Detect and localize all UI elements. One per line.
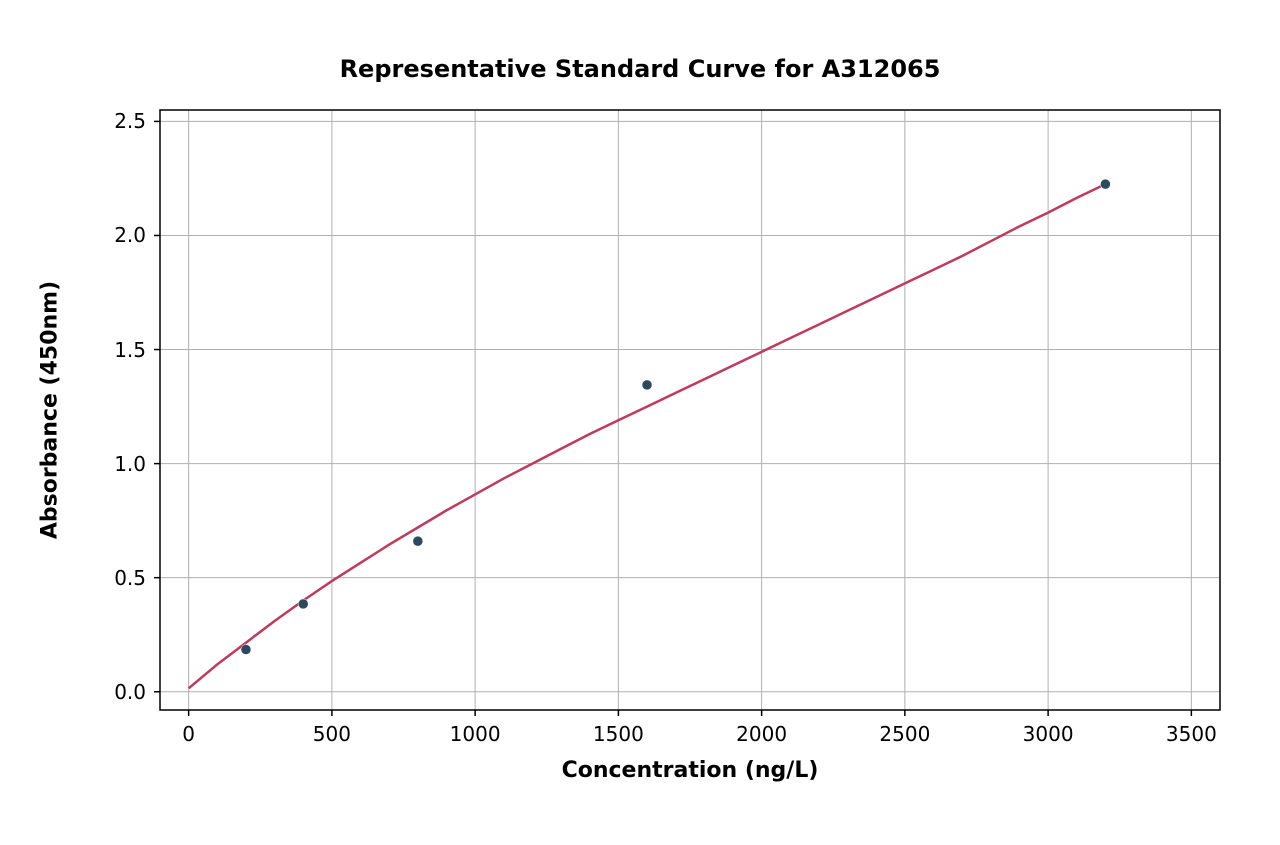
y-tick-label: 2.5 <box>114 109 146 133</box>
x-tick-label: 2000 <box>736 722 787 746</box>
data-point <box>241 645 251 655</box>
y-tick-label: 2.0 <box>114 223 146 247</box>
x-tick-label: 1000 <box>450 722 501 746</box>
x-tick-label: 0 <box>182 722 195 746</box>
chart-container: Representative Standard Curve for A31206… <box>0 0 1280 845</box>
chart-title: Representative Standard Curve for A31206… <box>0 55 1280 83</box>
y-axis-label: Absorbance (450nm) <box>38 281 63 539</box>
data-point <box>298 599 308 609</box>
x-tick-label: 2500 <box>879 722 930 746</box>
plot-border <box>160 110 1220 710</box>
x-tick-label: 3500 <box>1166 722 1217 746</box>
x-axis-label: Concentration (ng/L) <box>562 758 819 783</box>
fitted-curve <box>189 184 1106 688</box>
data-point <box>642 380 652 390</box>
x-tick-label: 500 <box>313 722 351 746</box>
y-tick-label: 1.5 <box>114 338 146 362</box>
y-tick-label: 0.5 <box>114 566 146 590</box>
x-tick-label: 1500 <box>593 722 644 746</box>
plot-svg <box>160 110 1220 710</box>
data-point <box>413 536 423 546</box>
data-point <box>1100 179 1110 189</box>
x-tick-label: 3000 <box>1023 722 1074 746</box>
y-tick-label: 1.0 <box>114 452 146 476</box>
y-tick-label: 0.0 <box>114 680 146 704</box>
